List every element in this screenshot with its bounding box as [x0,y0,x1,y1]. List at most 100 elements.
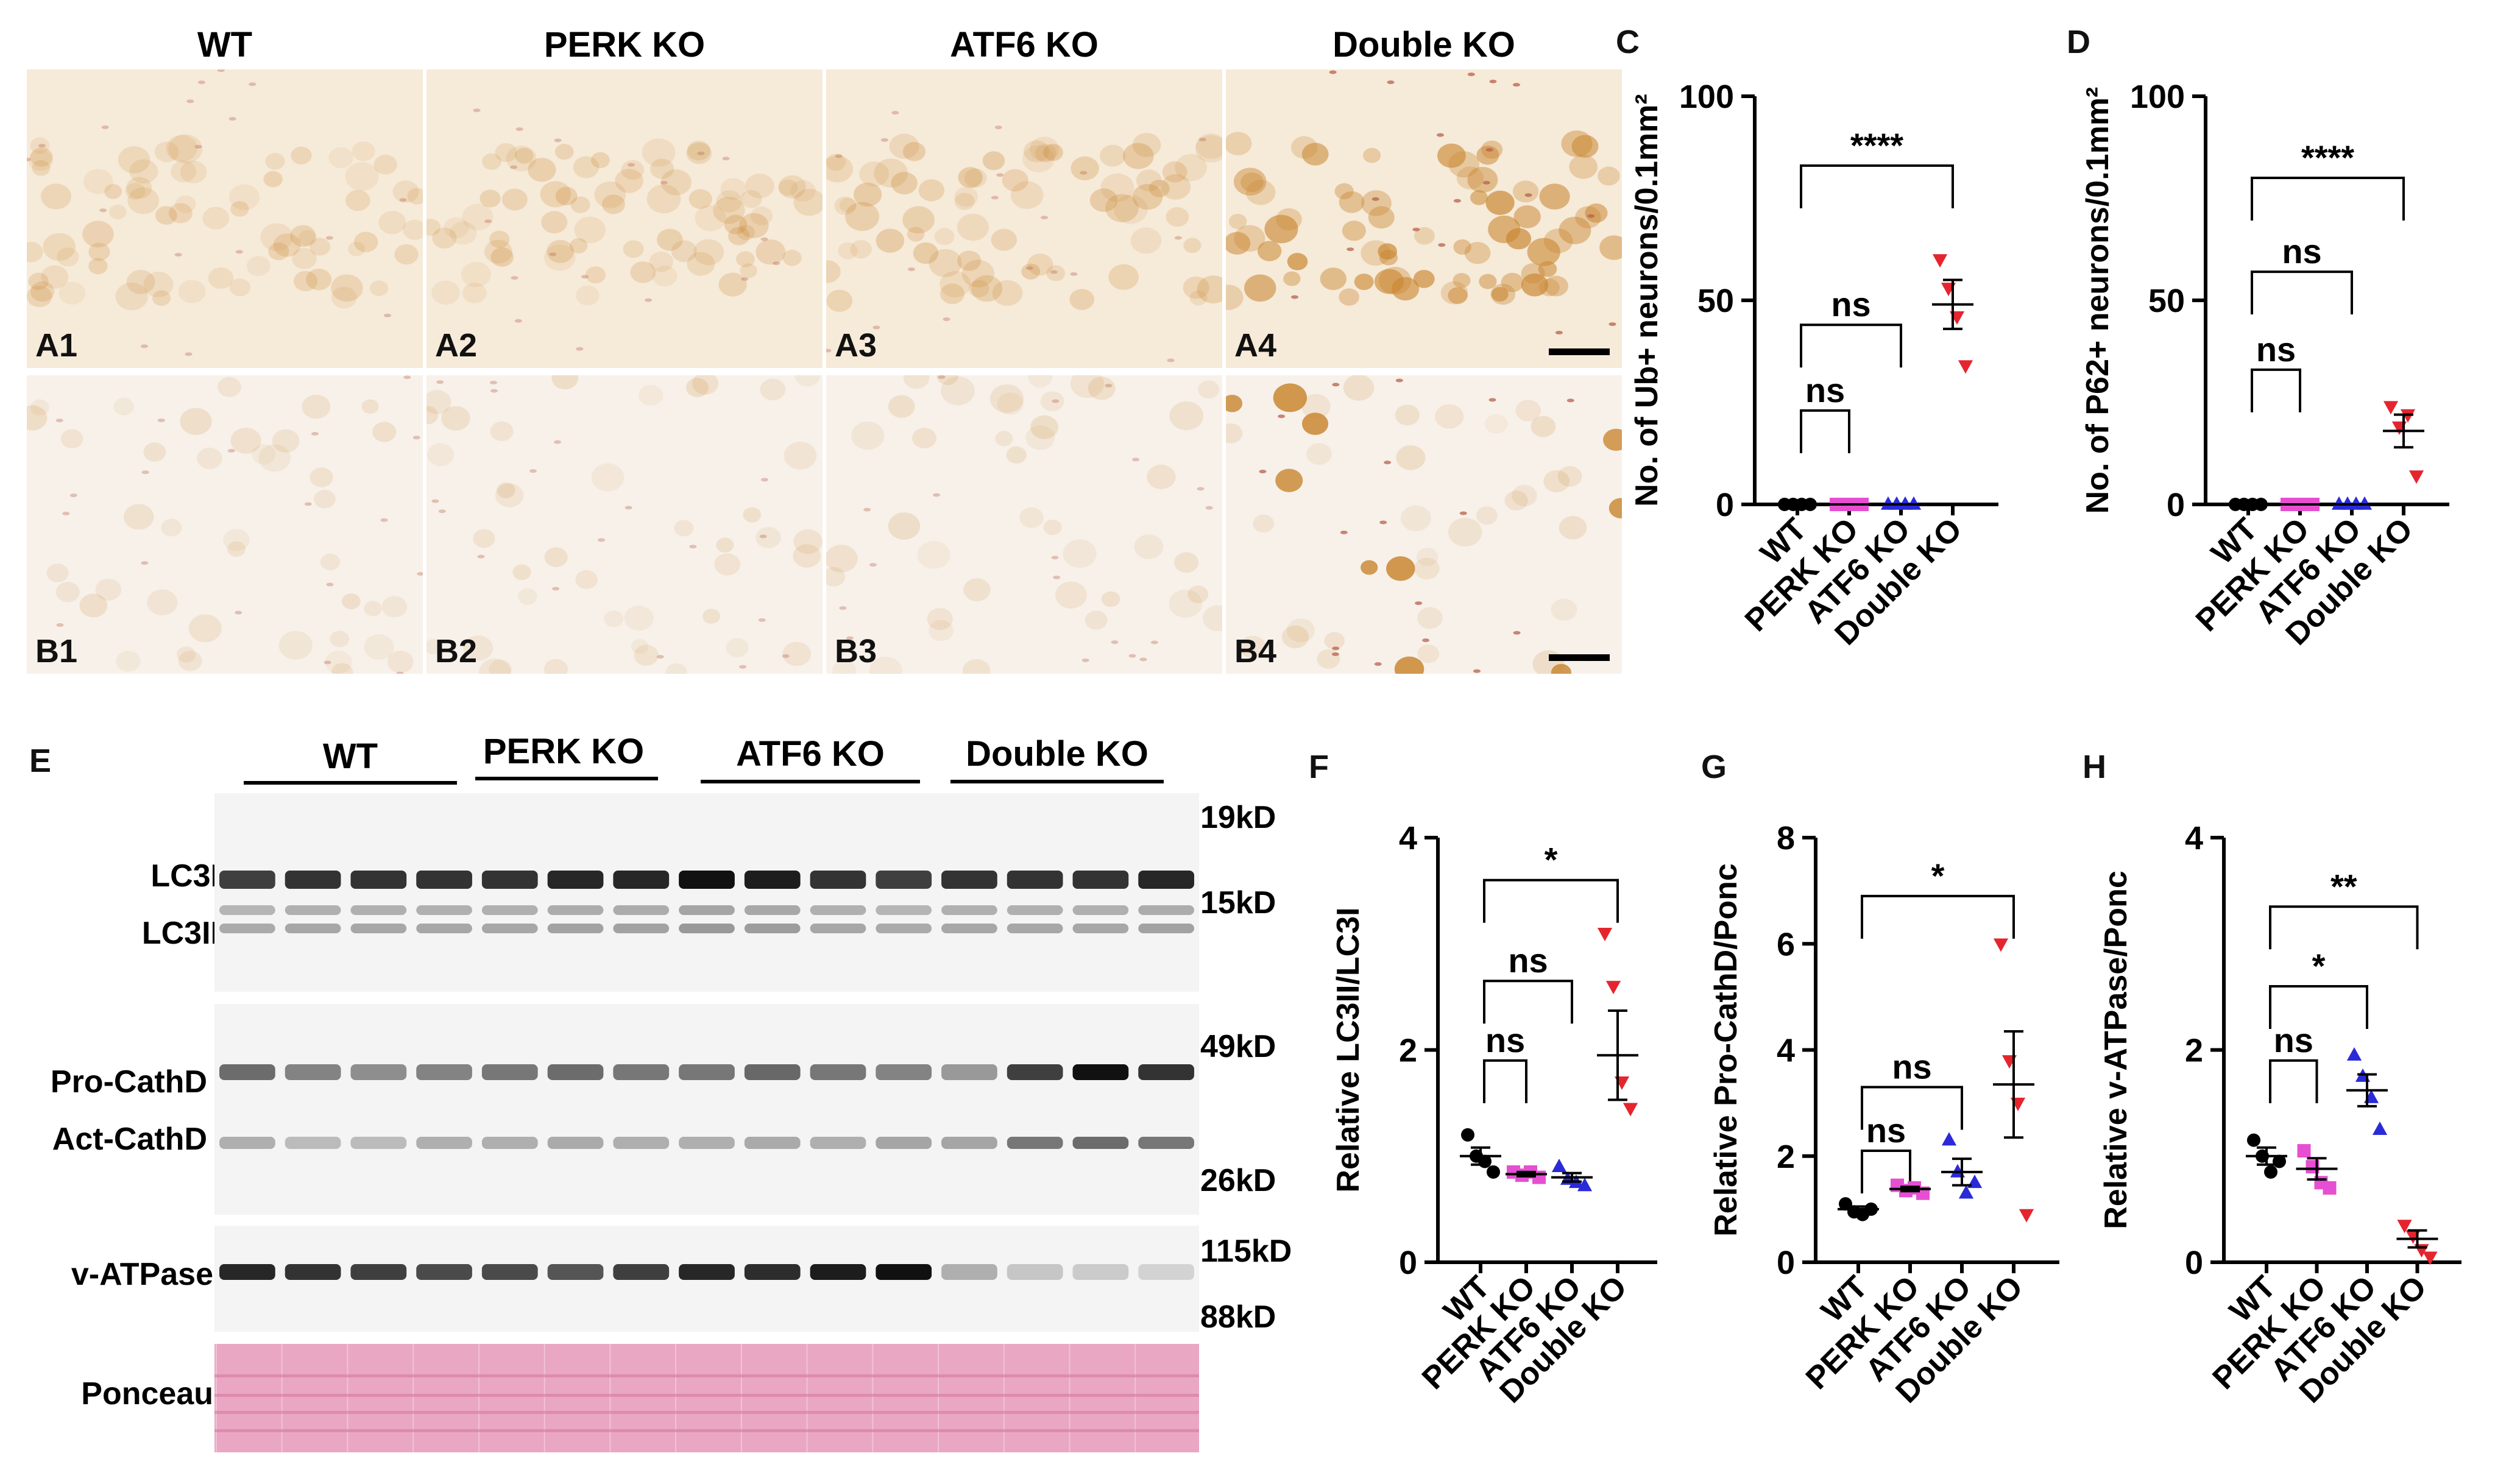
tile-label-a2: A2 [435,327,478,364]
blot-band [219,905,275,915]
data-point [2247,1133,2260,1147]
blot-band [679,1137,735,1149]
blot-group-atf6: ATF6 KO [736,734,885,774]
significance-label: ns [1831,285,1870,323]
ponceau-stain [214,1344,1199,1452]
blot-strip-ponceau [214,1344,1199,1452]
blot-group-line-atf6 [701,780,920,783]
row-label-vatpase: v-ATPase [71,1257,213,1292]
header-wt: WT [197,25,253,65]
blot-band [613,1264,670,1280]
blot-band [1138,871,1194,889]
data-point [1605,981,1621,995]
blot-band [547,1064,604,1080]
blot-band [547,924,604,933]
tile-label-b1: B1 [35,633,78,670]
blot-band [350,1137,407,1149]
row-label-ponceau: Ponceau [81,1376,213,1412]
blot-band [744,1064,801,1080]
blot-band [285,1064,341,1080]
ihc-micrograph [27,69,423,368]
blot-group-perk: PERK KO [483,732,645,771]
blot-band [744,1264,801,1280]
blot-band [744,871,801,889]
ihc-tile-a3: A3 [826,69,1222,368]
significance-label: ns [1892,1047,1931,1086]
blot-band [416,871,472,889]
blot-group-double: Double KO [966,734,1148,774]
blot-band [285,905,341,915]
data-point [2264,1165,2277,1179]
marker-15kd: 15kD [1200,885,1276,920]
data-point [2408,470,2424,484]
blot-group-line-wt [244,781,457,785]
data-point [1597,928,1613,942]
y-tick-label: 0 [1777,1245,1795,1281]
data-point [1623,1103,1638,1117]
blot-band [679,924,735,933]
significance-label: * [2312,947,2326,985]
y-tick-label: 0 [1399,1245,1417,1281]
significance-bracket [1483,1059,1527,1103]
blot-band [744,924,801,933]
blot-band [1007,924,1063,933]
data-point [1551,1158,1567,1172]
blot-band [744,1137,801,1149]
ihc-micrograph [1226,375,1622,674]
panel-letter-h: H [2083,749,2106,785]
data-point [1932,254,1948,268]
blot-strip-lc3 [214,793,1199,992]
ihc-tile-b3: B3 [826,375,1222,674]
significance-label: ns [1866,1111,1906,1150]
blot-band [1007,1064,1063,1080]
significance-bracket [2251,270,2353,315]
data-point [1906,496,1922,510]
data-point [2372,1121,2388,1135]
data-point [2422,1251,2438,1265]
y-tick-label: 50 [2148,283,2185,319]
y-tick-label: 0 [2167,487,2185,523]
blot-band [547,1264,604,1280]
row-label-lc3ii: LC3II [141,916,219,951]
y-axis-label: No. of Ub+ neurons/0.1mm² [1629,94,1665,507]
blot-band [1072,871,1129,889]
blot-group-line-perk [475,777,658,780]
ihc-micrograph [426,375,823,674]
blot-band [941,871,997,889]
y-tick-label: 2 [1399,1033,1417,1069]
blot-band [810,1064,866,1080]
ihc-tile-b2: B2 [426,375,823,674]
data-point [1958,360,1973,374]
blot-band [219,871,275,889]
blot-band [876,1064,932,1080]
blot-band [481,1264,538,1280]
blot-band [810,924,866,933]
blot-image [214,1344,1199,1452]
ihc-micrograph [826,69,1222,368]
blot-image [214,793,1199,992]
blot-band [285,1264,341,1280]
significance-bracket [1800,323,1902,368]
y-tick-label: 6 [1777,926,1795,963]
blot-band [679,871,735,889]
blot-strip-cathd [214,1004,1199,1215]
blot-band [1007,1137,1063,1149]
blot-band [350,1264,407,1280]
header-double-ko: Double KO [1332,25,1515,65]
blot-band [941,1064,997,1080]
blot-band [613,1064,670,1080]
blot-band [350,905,407,915]
blot-image [214,1226,1199,1332]
significance-label: ** [2330,867,2357,905]
marker-88kd: 88kD [1200,1299,1276,1335]
blot-band [744,905,801,915]
panel-letter-e: E [29,743,52,779]
y-tick-label: 0 [2185,1245,2203,1281]
y-tick-label: 4 [1399,820,1417,857]
blot-band [481,871,538,889]
panel-letter-d: D [2067,24,2090,60]
ihc-micrograph [27,375,423,674]
